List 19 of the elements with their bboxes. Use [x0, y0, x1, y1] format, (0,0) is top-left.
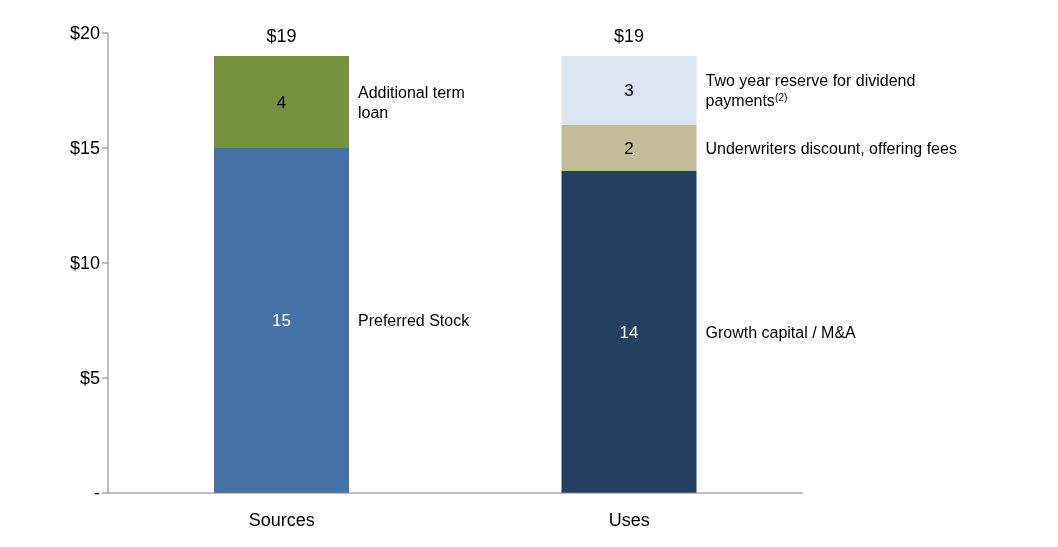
total-label: $19 [613, 26, 645, 46]
series-label: Growth capital / M&A [705, 323, 857, 341]
data-label: 4 [276, 92, 287, 112]
series-label: Two year reserve for dividend payments$^{(2)}$ [705, 72, 916, 110]
y-tick-label: $5 [79, 368, 100, 389]
data-label: 2 [624, 138, 634, 158]
y-tick-label: - [94, 483, 100, 504]
y-tick-label: $20 [69, 23, 100, 44]
series-label: Underwriters discount, offering fees [705, 139, 957, 157]
x-tick-label: Sources [248, 509, 315, 530]
series-label: Preferred Stock [358, 312, 471, 330]
data-label: 15 [272, 311, 291, 331]
total-label: $19 [266, 26, 297, 46]
data-label: 3 [624, 81, 634, 101]
data-label: 14 [619, 322, 639, 342]
x-tick-label: Uses [608, 509, 650, 530]
y-tick-label: $10 [69, 253, 100, 274]
series-label: Additional term loan [358, 83, 465, 121]
y-tick-label: $15 [69, 138, 100, 159]
